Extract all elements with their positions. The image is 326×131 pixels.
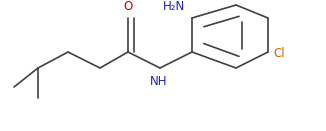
- Text: O: O: [123, 0, 133, 13]
- Text: H₂N: H₂N: [163, 0, 185, 13]
- Text: NH: NH: [150, 75, 167, 88]
- Text: Cl: Cl: [273, 47, 285, 60]
